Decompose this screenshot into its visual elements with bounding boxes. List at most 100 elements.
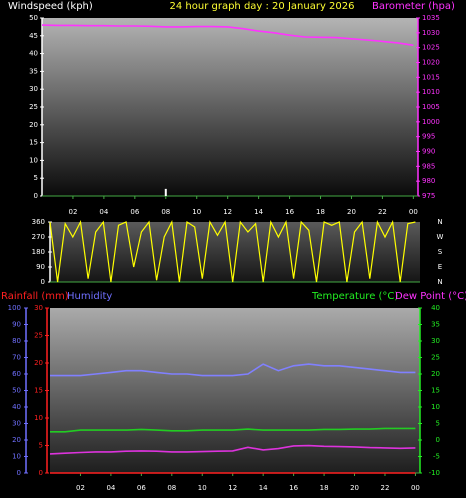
y-tick-label: 30 <box>431 337 440 345</box>
y-tick-label: S <box>438 248 443 256</box>
y-tick-label: 1010 <box>422 88 440 96</box>
y-tick-label: 980 <box>422 177 435 185</box>
y-tick-label: N <box>437 218 442 226</box>
series-line <box>50 363 416 377</box>
y-tick-label: 60 <box>12 370 21 378</box>
x-tick-label: 02 <box>76 484 85 492</box>
y-tick-label: 1005 <box>422 103 440 111</box>
y-tick-label: 270 <box>32 233 45 241</box>
bar <box>164 188 167 196</box>
y-tick-label: 990 <box>422 148 435 156</box>
x-tick-label: 04 <box>106 484 115 492</box>
y-tick-label: 20 <box>431 370 440 378</box>
y-tick-label: 100 <box>8 304 21 312</box>
y-tick-label: 80 <box>12 337 21 345</box>
x-tick-label: 08 <box>167 484 176 492</box>
series-line <box>49 444 416 455</box>
y-tick-label: 0 <box>436 436 440 444</box>
y-tick-label: -10 <box>429 469 440 477</box>
y-tick-label: 1020 <box>422 59 440 67</box>
y-tick-label: 50 <box>12 387 21 395</box>
y-tick-label: 1030 <box>422 29 440 37</box>
y-tick-label: 70 <box>12 354 21 362</box>
y-tick-label: 1025 <box>422 44 440 52</box>
x-tick-label: 16 <box>285 208 294 216</box>
y-tick-label: 90 <box>36 263 45 271</box>
x-tick-label: 22 <box>381 484 390 492</box>
y-tick-label: 40 <box>12 403 21 411</box>
y-tick-label: 30 <box>12 420 21 428</box>
y-tick-label: 10 <box>29 156 38 164</box>
y-tick-label: 1035 <box>422 14 440 22</box>
y-tick-label: 180 <box>32 248 45 256</box>
x-tick-label: 06 <box>137 484 146 492</box>
y-tick-label: 10 <box>12 453 21 461</box>
y-tick-label: 45 <box>29 32 38 40</box>
y-tick-label: N <box>437 278 442 286</box>
y-tick-label: 25 <box>29 103 38 111</box>
y-tick-label: 35 <box>29 67 38 75</box>
legend-label: Barometer (hpa) <box>372 1 455 12</box>
y-tick-label: 10 <box>431 403 440 411</box>
y-tick-label: 30 <box>29 85 38 93</box>
x-tick-label: 10 <box>192 208 201 216</box>
series-line <box>49 219 416 283</box>
y-tick-label: 975 <box>422 192 435 200</box>
series-line <box>50 427 416 433</box>
series-line <box>41 24 414 47</box>
legend-label: Windspeed (kph) <box>8 1 93 12</box>
y-tick-label: 25 <box>34 332 43 340</box>
y-tick-label: 360 <box>32 218 45 226</box>
x-tick-label: 16 <box>289 484 298 492</box>
x-tick-label: 12 <box>223 208 232 216</box>
y-tick-label: 90 <box>12 321 21 329</box>
y-tick-label: 1000 <box>422 118 440 126</box>
x-tick-label: 08 <box>161 208 170 216</box>
x-tick-label: 18 <box>320 484 329 492</box>
y-tick-label: 0 <box>34 192 38 200</box>
x-tick-label: 12 <box>228 484 237 492</box>
y-tick-label: -5 <box>433 453 440 461</box>
legend-label: Temperature (°C) <box>311 291 398 302</box>
y-tick-label: 20 <box>34 359 43 367</box>
legend-label: Rainfall (mm) <box>1 291 69 302</box>
x-tick-label: 18 <box>316 208 325 216</box>
y-tick-label: 25 <box>431 354 440 362</box>
y-tick-label: 50 <box>29 14 38 22</box>
legend-label: Dew Point (°C) <box>395 291 466 302</box>
y-tick-label: 40 <box>29 50 38 58</box>
y-tick-label: W <box>437 233 444 241</box>
y-tick-label: 0 <box>41 278 45 286</box>
x-tick-label: 14 <box>254 208 263 216</box>
x-tick-label: 02 <box>68 208 77 216</box>
plot-bg <box>42 18 418 196</box>
plot-bg <box>50 308 420 473</box>
chart-title: 24 hour graph day : 20 January 2026 <box>170 1 355 12</box>
y-tick-label: 5 <box>39 442 43 450</box>
legend-label: Humidity <box>67 291 112 302</box>
y-tick-label: 5 <box>34 174 38 182</box>
y-tick-label: 20 <box>12 436 21 444</box>
x-tick-label: 10 <box>198 484 207 492</box>
y-tick-label: 30 <box>34 304 43 312</box>
y-tick-label: 0 <box>17 469 21 477</box>
x-tick-label: 14 <box>259 484 268 492</box>
y-tick-label: 0 <box>39 469 43 477</box>
y-tick-label: 10 <box>34 414 43 422</box>
y-tick-label: 985 <box>422 162 435 170</box>
y-tick-label: 1015 <box>422 73 440 81</box>
y-tick-label: E <box>438 263 442 271</box>
x-tick-label: 04 <box>99 208 108 216</box>
y-tick-label: 5 <box>436 420 440 428</box>
x-tick-label: 20 <box>347 208 356 216</box>
y-tick-label: 15 <box>29 139 38 147</box>
x-tick-label: 00 <box>411 484 420 492</box>
x-tick-label: 22 <box>378 208 387 216</box>
y-tick-label: 15 <box>34 387 43 395</box>
x-tick-label: 00 <box>409 208 418 216</box>
y-tick-label: 35 <box>431 321 440 329</box>
y-tick-label: 20 <box>29 121 38 129</box>
y-tick-label: 15 <box>431 387 440 395</box>
x-tick-label: 20 <box>350 484 359 492</box>
